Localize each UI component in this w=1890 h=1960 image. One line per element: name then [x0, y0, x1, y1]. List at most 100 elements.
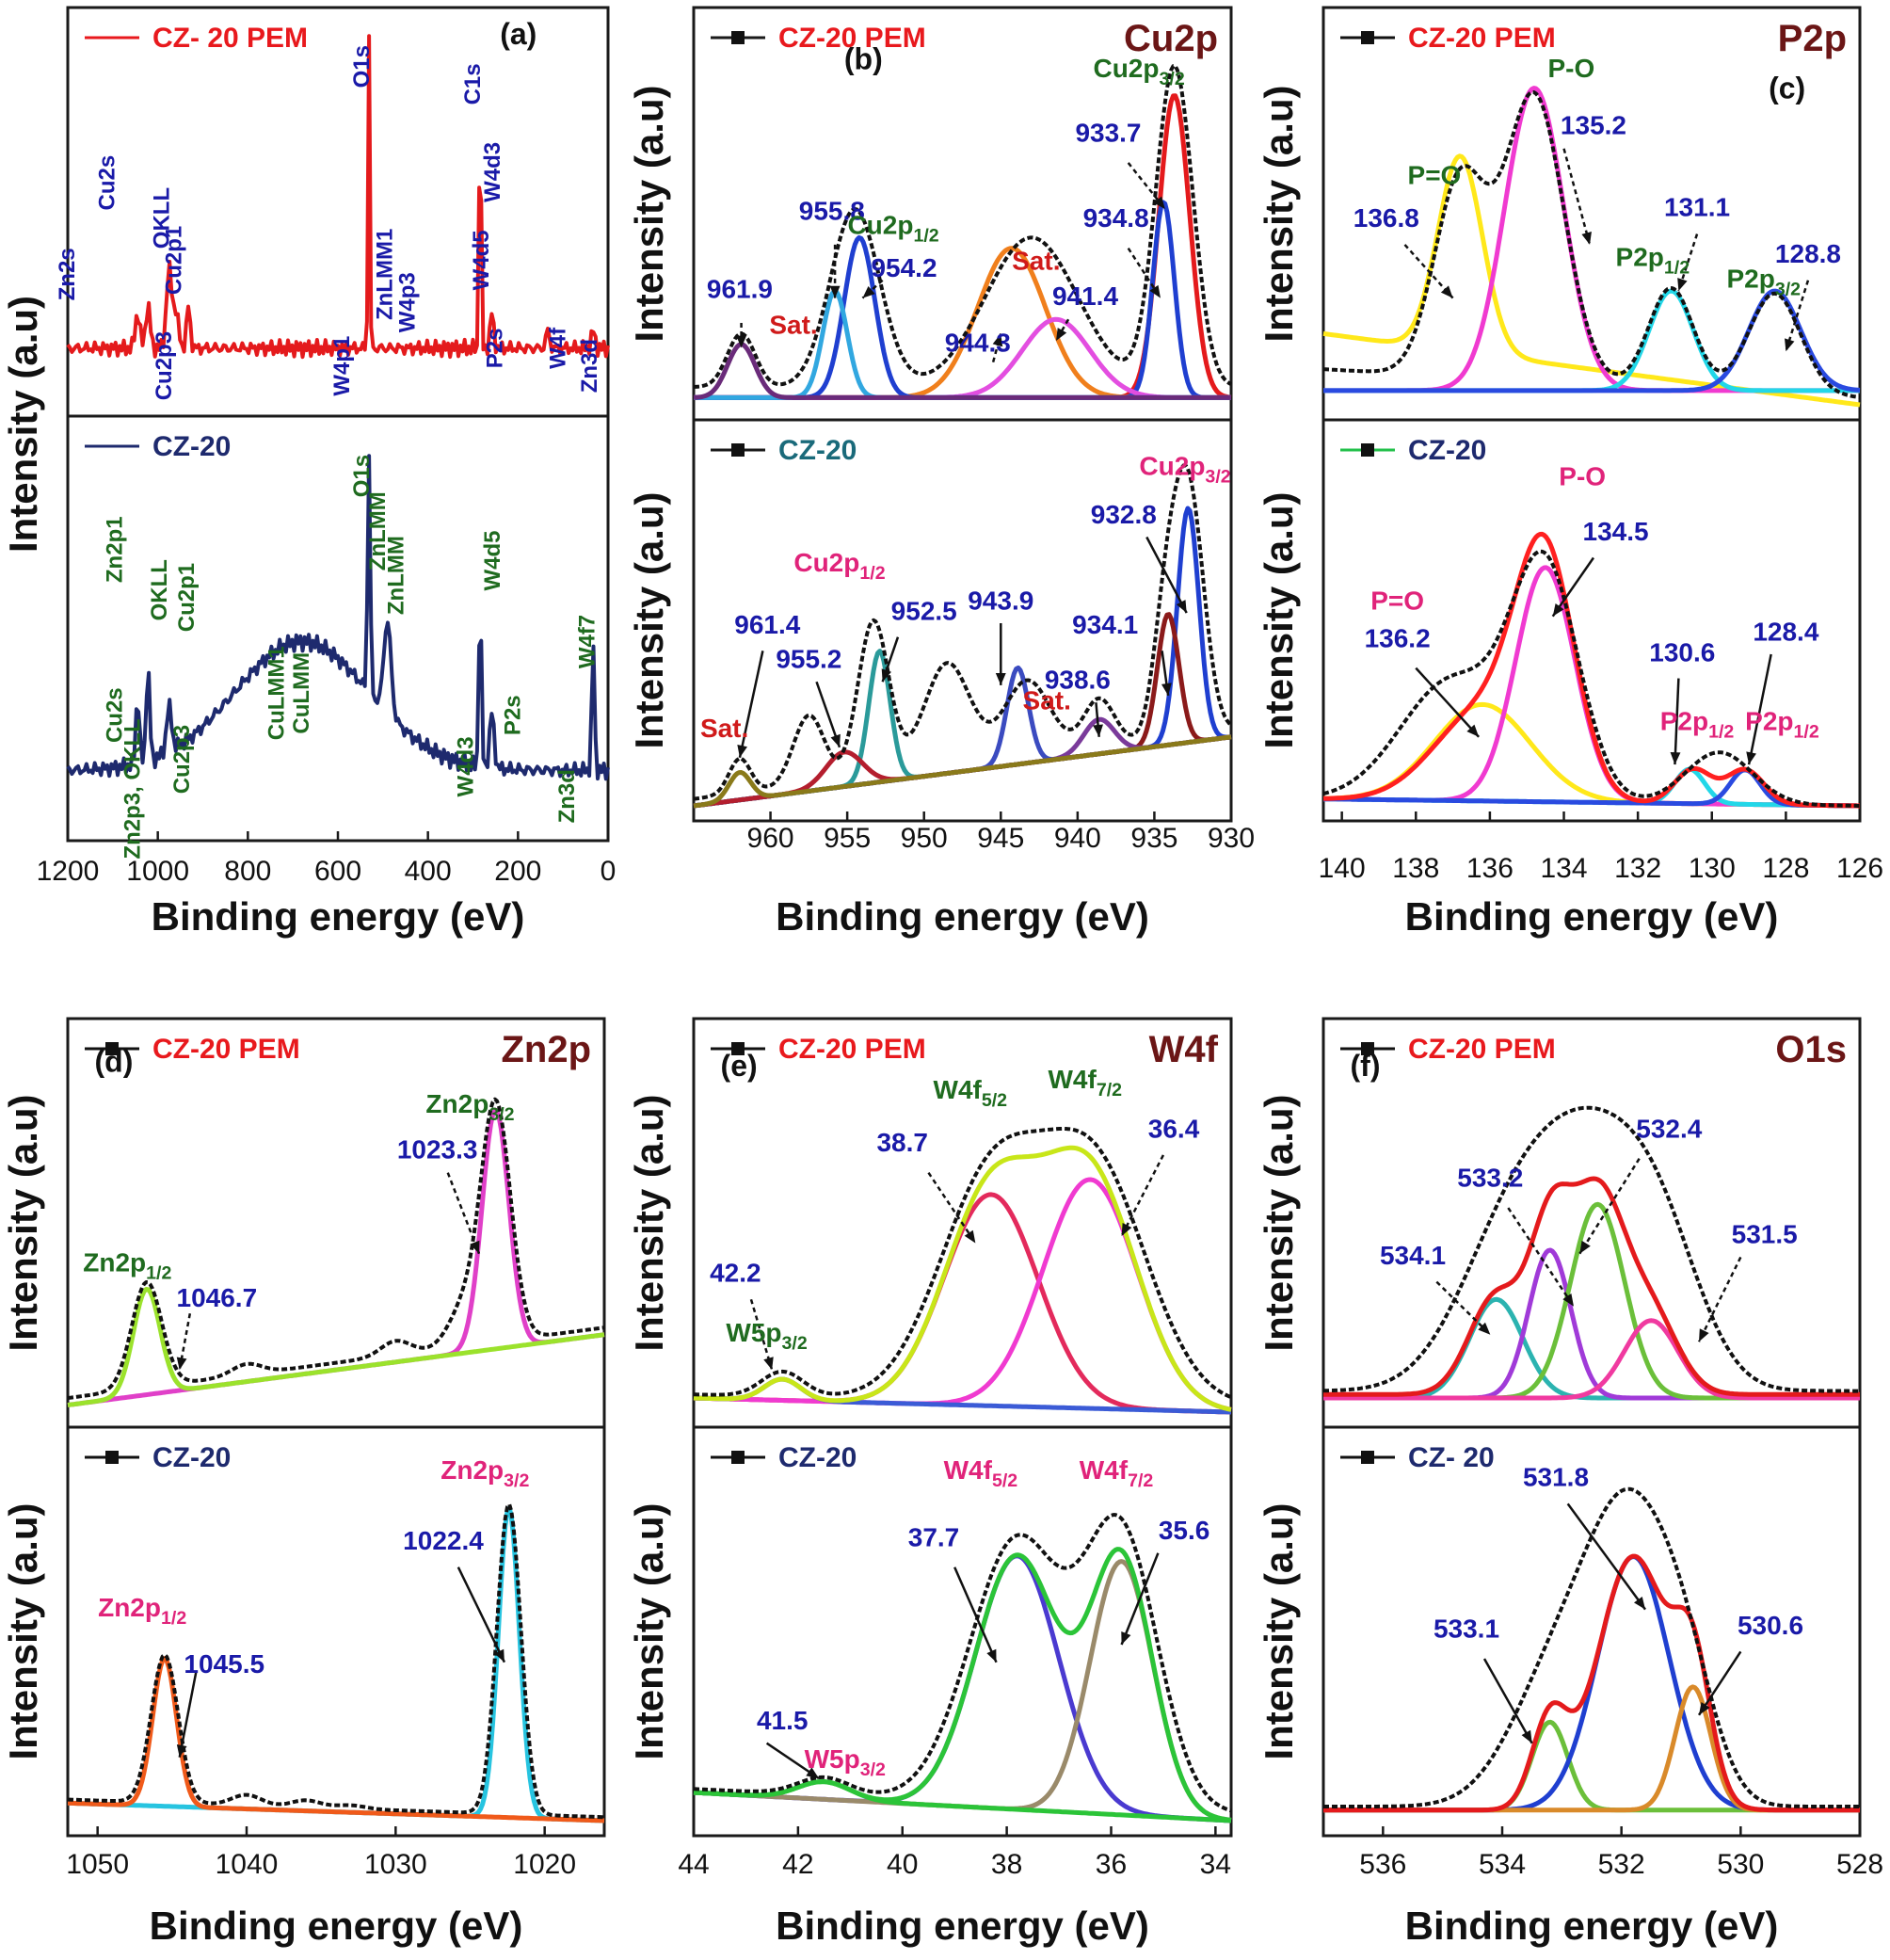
x-tick-label: 128 — [1762, 853, 1809, 884]
peak-label: P-O — [1559, 462, 1606, 491]
peak-label: 530.6 — [1738, 1611, 1803, 1640]
chart-b: 960 955 950 945 940 935 930 Binding energy (eV)… — [627, 6, 1255, 939]
panel-title: Cu2p — [1124, 18, 1218, 59]
chart-e: 44 42 40 38 36 34 Binding energy (eV) Intensity… — [627, 1017, 1233, 1948]
peak-label: P2p3/2 — [1726, 264, 1801, 299]
plot-frame — [1321, 6, 1862, 823]
peak-label: Sat. — [1012, 246, 1060, 275]
annotation-arrow — [1785, 280, 1810, 352]
x-tick-label: 1050 — [66, 1849, 129, 1880]
peak-label: ZnLMM — [383, 536, 408, 615]
legend-label: CZ-20 — [778, 1442, 857, 1473]
peak-label: 37.7 — [908, 1522, 960, 1551]
arrow-head — [1121, 1223, 1132, 1236]
arrow-head — [1670, 751, 1681, 765]
peak-label: 531.5 — [1732, 1219, 1798, 1248]
peak-label: 933.7 — [1075, 118, 1141, 147]
x-tick-label: 400 — [405, 856, 452, 887]
peak-label: 131.1 — [1664, 193, 1730, 222]
peak-label: 136.2 — [1365, 624, 1431, 653]
peak-label: 128.8 — [1775, 239, 1841, 268]
peak-label: Cu2p3 — [169, 725, 195, 794]
arrow-head — [1466, 724, 1480, 737]
series-line — [1322, 1318, 1861, 1401]
series-line — [693, 1553, 1232, 1823]
peak-label: 934.1 — [1072, 610, 1138, 639]
x-tick-label: 38 — [991, 1849, 1022, 1880]
peak-label: W4f7/2 — [1048, 1065, 1122, 1100]
x-tick-label: 42 — [782, 1849, 813, 1880]
legend-marker — [1361, 1451, 1374, 1464]
peak-label: CuLMM — [289, 652, 314, 734]
series-line — [693, 734, 1232, 809]
series-line — [1322, 1176, 1861, 1397]
arrow-head — [1633, 1596, 1645, 1610]
arrow-head — [1552, 602, 1564, 617]
peak-label: Cu2p3 — [152, 331, 177, 400]
x-tick-label: 950 — [901, 823, 948, 854]
peak-label: Cu2p1/2 — [793, 548, 885, 584]
annotation-arrow — [1120, 1154, 1165, 1237]
arrow-head — [1161, 683, 1172, 696]
chart-d: 1050 1040 1030 1020 Binding energy (eV) Inten… — [1, 1017, 606, 1948]
arrow-head — [1785, 338, 1795, 352]
panel-tag: (b) — [844, 42, 883, 76]
peak-label: W5p3/2 — [805, 1744, 886, 1780]
series-line — [1322, 1105, 1860, 1393]
series-line — [1322, 531, 1861, 809]
x-axis-label: Binding energy (eV) — [152, 894, 525, 939]
series-line — [693, 1779, 1232, 1823]
peak-label: 38.7 — [876, 1128, 928, 1157]
peak-label: 944.3 — [945, 328, 1011, 357]
peak-label: 36.4 — [1148, 1114, 1200, 1143]
annotation-arrow — [1674, 678, 1680, 765]
peak-label: W4d3 — [454, 736, 479, 796]
peak-label: Cu2p1 — [162, 226, 187, 295]
y-axis-label: Intensity (a.u) — [1257, 85, 1301, 342]
series-line — [693, 1513, 1232, 1813]
legend-marker — [1361, 31, 1374, 44]
peak-label: 128.4 — [1753, 617, 1818, 646]
x-tick-label: 534 — [1479, 1849, 1526, 1880]
series-line — [1322, 1719, 1861, 1813]
legend-marker — [1361, 1042, 1374, 1055]
peak-label: W4f5/2 — [934, 1075, 1008, 1111]
arrow-head — [736, 335, 747, 348]
peak-label: W4p3 — [394, 272, 420, 332]
series-line — [1322, 1247, 1861, 1401]
annotation-arrow — [178, 1313, 192, 1371]
annotation-arrow — [953, 1566, 998, 1663]
y-axis-label: Intensity (a.u) — [627, 1094, 671, 1351]
series-line — [1323, 1486, 1860, 1808]
series-line — [693, 342, 1232, 400]
x-tick-label: 945 — [977, 823, 1024, 854]
series-line — [1322, 549, 1860, 808]
arrow-head — [176, 1743, 187, 1758]
x-tick-label: 532 — [1598, 1849, 1645, 1880]
series-line — [66, 34, 610, 360]
x-tick-label: 132 — [1614, 853, 1661, 884]
peak-label: 130.6 — [1649, 637, 1715, 667]
y-axis-label: Intensity (a.u) — [1, 1502, 45, 1759]
x-tick-label: 800 — [224, 856, 271, 887]
peak-label: 135.2 — [1561, 111, 1626, 140]
x-tick-label: 935 — [1130, 823, 1177, 854]
x-tick-label: 0 — [601, 856, 617, 887]
x-tick-label: 940 — [1054, 823, 1101, 854]
series-line — [693, 200, 1232, 400]
annotation-arrow — [446, 1172, 481, 1255]
peak-label: Cu2s — [102, 687, 127, 743]
peak-label: W4f7/2 — [1080, 1455, 1154, 1491]
series-line — [693, 612, 1232, 809]
arrow-head — [1056, 328, 1067, 341]
peak-label: P=O — [1370, 586, 1424, 615]
panel-title: W4f — [1149, 1029, 1219, 1070]
x-tick-label: 930 — [1208, 823, 1255, 854]
series-line — [1322, 1684, 1861, 1813]
series-line — [1322, 1553, 1861, 1813]
peak-label: W4f7 — [575, 615, 601, 668]
x-tick-label: 134 — [1540, 853, 1587, 884]
peak-label: Zn2p3/2 — [440, 1455, 529, 1491]
peak-label: W5p3/2 — [726, 1318, 807, 1354]
